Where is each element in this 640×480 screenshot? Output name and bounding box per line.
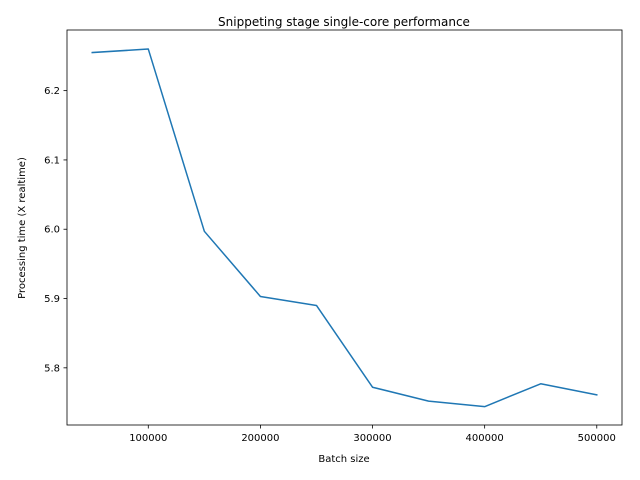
series-line [91, 48, 598, 408]
y-tick-label: 5.8 [44, 363, 60, 374]
y-tick-label: 6.1 [44, 155, 60, 166]
x-tick-label: 500000 [578, 433, 616, 444]
y-tick-label: 6.2 [44, 86, 60, 97]
x-axis-label: Batch size [318, 454, 369, 465]
x-tick-label: 300000 [353, 433, 391, 444]
x-axis: 100000 200000 300000 400000 500000 [129, 425, 616, 444]
x-tick-label: 100000 [129, 433, 167, 444]
x-tick-label: 200000 [241, 433, 279, 444]
chart-title: Snippeting stage single-core performance [218, 15, 470, 29]
y-axis: 5.8 5.9 6.0 6.1 6.2 [44, 86, 67, 374]
plot-area: 100000 200000 300000 400000 500000 5.8 5.9 6.0… [44, 29, 623, 444]
y-tick-label: 6.0 [44, 225, 60, 236]
x-tick-label: 400000 [466, 433, 504, 444]
y-axis-label: Processing time (X realtime) [17, 157, 28, 299]
series-layer [91, 48, 598, 408]
y-tick-label: 5.9 [44, 294, 60, 305]
axes-frame [66, 29, 623, 426]
